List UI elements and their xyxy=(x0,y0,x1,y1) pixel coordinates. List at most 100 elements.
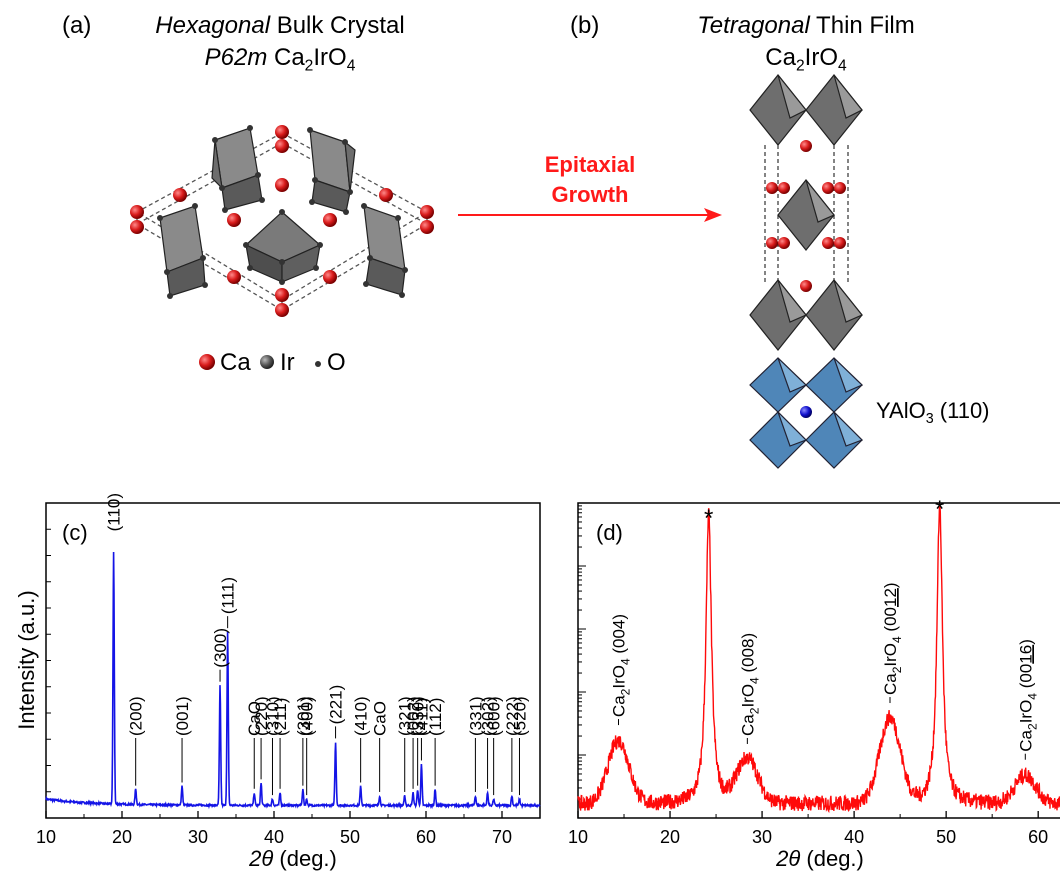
substrate-part: (110) xyxy=(933,398,990,423)
formula-sub: 2 xyxy=(795,57,805,75)
panel-b-formula: Ca2IrO4 xyxy=(765,44,847,75)
panel-b-title-italic: Tetragonal xyxy=(697,12,810,39)
x-tick-label-c: 10 xyxy=(36,827,56,847)
formula-sub: 4 xyxy=(346,57,356,75)
peak-label-c: (221) xyxy=(327,685,346,725)
peak-label-group-c: CaO xyxy=(371,701,390,736)
peak-label-c: (321) xyxy=(396,696,415,736)
peak-label-c: (220) xyxy=(252,696,271,736)
peak-label-c: (600) xyxy=(485,696,504,736)
panel-d-label: (d) xyxy=(596,520,623,545)
substrate-sub: 3 xyxy=(925,411,934,427)
formula-part: IrO xyxy=(313,44,347,71)
epitaxial-arrow xyxy=(458,208,722,222)
thin-film-stack xyxy=(749,74,864,469)
legend-ca-label: Ca xyxy=(220,349,251,376)
peak-label-c: (222) xyxy=(503,696,522,736)
peak-label-group-c: (310) xyxy=(263,696,282,736)
peak-label-c: (301) xyxy=(294,696,313,736)
legend-o-icon xyxy=(315,361,321,367)
arrow-label-line1: Epitaxial xyxy=(544,152,636,177)
peak-label-c: (310) xyxy=(263,696,282,736)
y-axis-label-c: Intensity (a.u.) xyxy=(14,590,39,729)
x-tick-label-c: 60 xyxy=(416,827,436,847)
octahedron-top-right xyxy=(309,129,356,213)
peak-label-group-c: (411) xyxy=(412,698,431,736)
space-group-label: P62m xyxy=(204,44,268,71)
peak-label-c: (330) xyxy=(409,696,428,736)
octahedron-top-left xyxy=(211,127,263,211)
panel-a-title-rest: Bulk Crystal xyxy=(270,12,405,39)
yttrium-atom xyxy=(800,406,812,418)
peak-label-group-c: (300) xyxy=(211,628,230,668)
arrow-label-line2: Growth xyxy=(551,182,629,207)
formula-sub: 2 xyxy=(304,57,314,75)
x-tick-label-d: 10 xyxy=(568,827,588,847)
oxygen-atoms-hex xyxy=(157,125,408,299)
peak-label-c: (410) xyxy=(352,696,371,736)
x-tick-label-d: 50 xyxy=(936,827,956,847)
panel-a-label: (a) xyxy=(62,12,92,39)
peak-label-c: (302) xyxy=(479,696,498,736)
peak-label-group-c: (220) xyxy=(252,696,271,736)
film-peak-label: Ca2IrO4 (008) xyxy=(738,633,761,736)
formula-part: Ca xyxy=(765,44,796,71)
peak-label-c: (200) xyxy=(127,696,146,736)
peak-label-group-c: (330) xyxy=(409,696,428,736)
substrate-octahedra xyxy=(749,357,864,469)
film-peak-label-group: Ca2IrO4 (008) xyxy=(738,633,761,736)
substrate-part: YAlO xyxy=(876,398,926,423)
panel-b-title-rest: Thin Film xyxy=(809,12,915,39)
xrd-trace-d xyxy=(577,503,1060,814)
middle-octahedron xyxy=(777,179,835,251)
peak-label-c: (400) xyxy=(298,696,317,736)
peak-label-group-c: (331) xyxy=(466,696,485,736)
panel-a-title-italic: Hexagonal xyxy=(155,12,271,39)
octahedron-right xyxy=(363,205,406,296)
panel-b-title: Tetragonal Thin Film xyxy=(697,12,914,40)
calcium-atoms-hex xyxy=(130,125,434,317)
panel-b-label: (b) xyxy=(570,12,600,39)
legend-o-label: O xyxy=(327,349,346,376)
film-peak-label: Ca2IrO4 (004) xyxy=(609,614,632,717)
peak-label-group-c: CaO xyxy=(245,701,264,736)
x-tick-label-c: 30 xyxy=(188,827,208,847)
substrate-peak-marker: * xyxy=(935,496,944,523)
film-peak-label: Ca2IrO4 (0016) xyxy=(1016,639,1039,752)
panel-c-label: (c) xyxy=(62,520,88,545)
peak-label-c: (110) xyxy=(105,493,124,531)
film-peak-label: Ca2IrO4 (0012) xyxy=(881,582,904,695)
peak-label-c: (002) xyxy=(404,696,423,736)
film-peak-label-group: Ca2IrO4 (004) xyxy=(609,614,632,717)
arrow-label: Epitaxial Growth xyxy=(545,150,635,210)
panel-a-subtitle: P62m Ca2IrO4 xyxy=(204,44,356,75)
peak-label-group-c: (302) xyxy=(479,696,498,736)
x-tick-label-c: 40 xyxy=(264,827,284,847)
ir-octahedra-hex xyxy=(159,127,406,297)
peak-label-group-c: (001) xyxy=(173,696,192,736)
x-tick-label-d: 20 xyxy=(660,827,680,847)
peak-label-c: CaO xyxy=(371,701,390,736)
peak-label-group-c: (410) xyxy=(352,696,371,736)
peak-label-group-c: (520) xyxy=(510,696,529,736)
x-tick-label-c: 20 xyxy=(112,827,132,847)
xrd-trace-c xyxy=(45,551,541,810)
peak-label-c: (331) xyxy=(466,696,485,736)
peak-label-c: (300) xyxy=(211,628,230,668)
peak-label-group-c: (110) xyxy=(105,493,124,531)
formula-part: IrO xyxy=(804,44,839,71)
calcium-atoms-film xyxy=(766,140,846,292)
film-peak-label-group: Ca2IrO4 (0012) xyxy=(881,582,904,695)
peak-label-group-c: (112) xyxy=(426,698,445,736)
peak-label-c: (112) xyxy=(426,698,445,736)
legend-ca-icon xyxy=(199,354,215,370)
plot-frame-d xyxy=(577,502,1060,819)
legend-ir-icon xyxy=(260,355,274,369)
formula-sub: 4 xyxy=(838,57,847,75)
peak-label-group-c: (222) xyxy=(503,696,522,736)
lower-octahedra xyxy=(749,279,863,351)
peak-label-group-c: (400) xyxy=(298,696,317,736)
